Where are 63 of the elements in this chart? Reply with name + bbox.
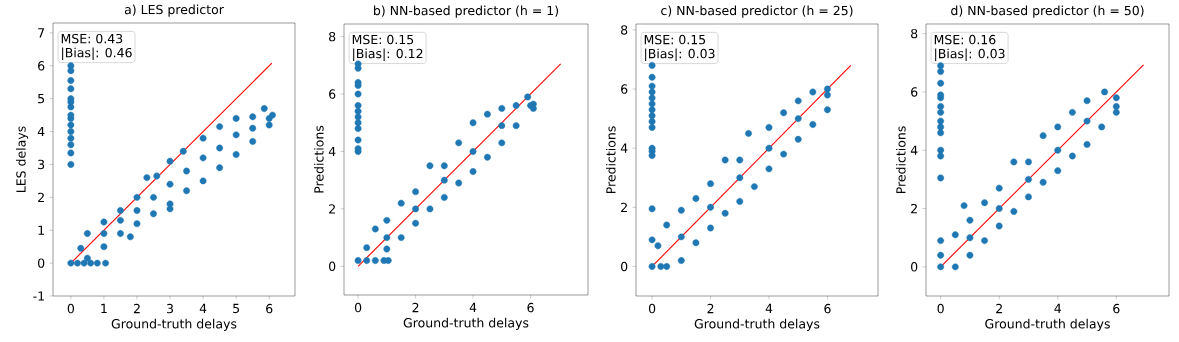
y-tick-label: 3	[38, 159, 45, 170]
y-tick-label: 2	[38, 192, 44, 202]
annotation: |Bias|: 0.03	[935, 48, 1005, 62]
x-tick-label: 2	[412, 302, 419, 313]
x-tick-label: 4	[469, 302, 477, 312]
y-tick-label: 0	[621, 261, 628, 272]
y-tick-label: 0	[911, 262, 918, 272]
x-tick-label: 0	[937, 303, 944, 314]
x-tick-label: 5	[233, 303, 240, 314]
y-tick-label: 8	[621, 25, 628, 35]
x-tick-label: 2	[133, 303, 140, 314]
x-tick-label: 6	[824, 303, 831, 314]
y-tick-label: 4	[328, 146, 336, 157]
x-tick-label: 2	[996, 303, 1002, 314]
x-axis-title: Ground-truth delays	[403, 317, 529, 330]
x-tick-label: 6	[266, 303, 273, 314]
y-tick-label: 5	[38, 94, 45, 104]
chart-title: b) NN-based predictor (h = 1)	[374, 5, 559, 18]
chart-title: c) NN-based predictor (h = 25)	[661, 5, 853, 18]
y-axis-title: Predictions	[895, 126, 906, 194]
y-axis-title: Predictions	[605, 126, 616, 194]
y-tick-label: 2	[621, 202, 627, 212]
annotation: |Bias|: 0.03	[645, 48, 715, 62]
x-tick-label: 1	[101, 303, 107, 313]
annotation: |Bias|: 0.46	[62, 47, 132, 61]
y-tick-label: 0	[329, 261, 336, 272]
y-tick-label: 4	[37, 126, 45, 137]
x-axis-title: Ground-truth delays	[111, 318, 237, 331]
x-tick-label: 0	[648, 303, 656, 314]
x-tick-label: 4	[199, 303, 207, 313]
y-tick-label: 8	[329, 31, 336, 42]
annotation: MSE: 0.15	[352, 34, 414, 45]
x-tick-label: 4	[1054, 303, 1062, 313]
y-tick-label: 6	[38, 61, 45, 71]
chart-title: d) NN-based predictor (h = 50)	[951, 5, 1144, 18]
x-tick-label: 0	[67, 303, 74, 314]
y-tick-label: 1	[38, 225, 44, 235]
y-axis-title: Predictions	[313, 125, 324, 193]
x-tick-label: 6	[527, 302, 534, 313]
y-tick-label: 2	[329, 204, 335, 214]
x-tick-label: 3	[167, 303, 174, 314]
y-axis-title: LES delays	[16, 126, 29, 192]
annotation: MSE: 0.43	[61, 33, 123, 44]
x-tick-label: 4	[765, 303, 773, 313]
x-tick-label: 0	[354, 302, 362, 313]
x-tick-label: 2	[707, 303, 714, 314]
y-tick-label: 4	[620, 143, 628, 153]
x-tick-label: 6	[1113, 303, 1120, 314]
y-tick-label: 6	[329, 89, 336, 99]
y-tick-label: 6	[911, 87, 918, 97]
x-axis-title: Ground-truth delays	[985, 318, 1110, 331]
y-tick-label: -1	[33, 291, 44, 301]
y-tick-label: 8	[911, 28, 918, 39]
y-tick-label: 0	[38, 258, 45, 268]
y-tick-label: 7	[38, 28, 45, 38]
y-tick-label: 2	[911, 203, 917, 214]
y-tick-label: 4	[910, 145, 918, 155]
annotation: MSE: 0.16	[934, 34, 996, 45]
y-tick-label: 6	[621, 84, 628, 94]
chart-title: a) LES predictor	[124, 4, 224, 17]
annotation: |Bias|: 0.12	[353, 48, 423, 62]
annotation: MSE: 0.15	[644, 34, 706, 45]
x-axis-title: Ground-truth delays	[694, 318, 820, 331]
